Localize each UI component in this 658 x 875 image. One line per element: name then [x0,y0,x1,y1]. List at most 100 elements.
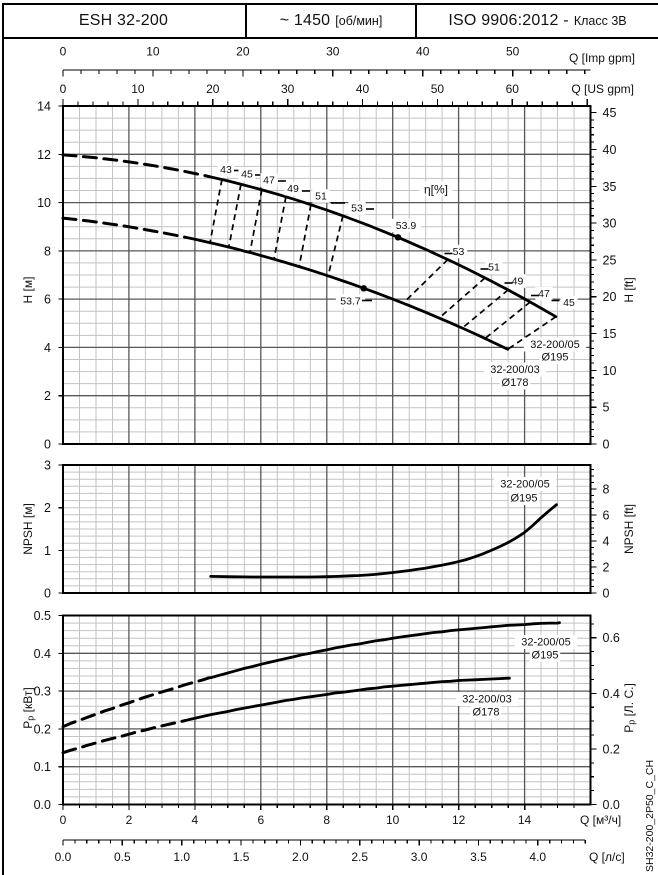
head-yleft-ticklabel: 14 [37,100,51,114]
annotation-Ø195: Ø195 [542,352,569,364]
annotation-box [455,692,519,706]
annotation-box [499,375,531,390]
title-block-model-cell: ESH 32-200 [2,5,245,37]
scale-us-ticklabel: 10 [131,82,145,96]
annotation-box [493,477,557,491]
head-yleft-ticklabel: 6 [44,293,51,307]
scale-m3h-ticklabel: 8 [323,813,330,827]
scale-imp-ticklabel: 40 [416,45,430,59]
annotation-box [514,635,578,649]
pp-yleft-ticklabel: 0.2 [34,722,51,736]
head-yleft-ticklabel: 0 [44,438,51,452]
scale-imp-ticklabel: 50 [506,45,520,59]
head-efficiency-line-45 [227,184,242,248]
pp-curve-32-200/03 Ø178 [183,676,511,722]
scale-ls-ticklabel: 0.5 [114,850,131,864]
annotation-box [391,218,421,233]
annotation-box [217,162,235,177]
scale-us-axis [62,99,591,107]
annotation-box [523,337,587,352]
head-efficiency-line-51 [298,204,312,267]
npsh-plot-frame [62,464,592,594]
scale-us-ticklabel: 60 [506,82,520,96]
annotation-45: 45 [241,169,253,181]
scale-us-ticklabel: 40 [356,82,370,96]
head-efficiency-line-53 [402,258,449,304]
npsh-curve-32-200/05 Ø195 [209,503,558,579]
head-yright-ticklabel: 35 [603,180,617,194]
title-block-speed-cell: ~ 1450 [об/мин] [245,5,417,37]
annotation-box [449,244,468,259]
annotation-32-200/05: 32-200/05 [500,479,550,491]
annotation-32-200/05: 32-200/05 [530,339,580,351]
head-efficiency-line-49 [273,196,287,260]
scale-us-ticklabel: 0 [60,82,67,96]
pp-yright-ticklabel: 0.0 [603,798,620,812]
npsh-yleft-ticklabel: 0 [44,587,51,601]
annotation-Ø195: Ø195 [532,650,559,662]
npsh-yleft-title: NPSH [м] [21,503,35,555]
scale-us-ticklabel: 30 [281,82,295,96]
npsh-yright-ticklabel: 4 [603,534,610,548]
annotation-box [529,648,561,662]
scale-m3h-unit: Q [м³/ч] [580,813,621,827]
scale-imp-ticklabel: 0 [60,45,67,59]
annotation-η[%]: η[%] [424,183,448,197]
head-yleft-title: H [м] [21,277,35,304]
head-bep-dot-53.7 [360,285,367,292]
scale-us-ticklabel: 20 [206,82,220,96]
scale-ls-ticklabel: 2.0 [292,850,309,864]
annotation-43: 43 [220,164,232,176]
scale-m3h-ticklabel: 10 [386,813,400,827]
pump-model: ESH 32-200 [78,11,169,29]
pp-yright-ticklabel: 0.4 [603,687,620,701]
scale-ls-ticklabel: 2.5 [351,850,368,864]
annotation-51: 51 [315,191,327,203]
head-yright-ticklabel: 0 [603,438,610,452]
annotation-32-200/03: 32-200/03 [490,364,540,376]
scale-ls-ticklabel: 3.5 [470,850,487,864]
head-yleft-ticklabel: 4 [44,341,51,355]
pp-yright-ticklabel: 0.2 [603,742,620,756]
page-border-left [2,3,4,875]
pp-yleft-ticklabel: 0.5 [34,609,51,623]
npsh-yleft-ticklabel: 2 [44,501,51,515]
scale-ls-ticklabel: 1.0 [173,850,190,864]
page-border-top [2,3,658,5]
pp-yright-ticklabel: 0.6 [603,631,620,645]
annotation-49: 49 [287,183,299,195]
annotation-box [483,362,547,377]
scale-ls-ticklabel: 1.5 [233,850,250,864]
annotation-box [535,286,553,301]
annotation-box [348,201,366,215]
pp-yleft-ticklabel: 0.0 [34,798,51,812]
pp-yleft-title: Pp [кВт] [21,687,36,728]
head-yright-ticklabel: 20 [603,290,617,304]
annotation-box [238,167,256,181]
annotation-box [284,181,302,196]
head-yright-ticklabel: 30 [603,217,617,231]
scale-imp-ticklabel: 30 [326,45,340,59]
test-standard: ISO 9906:2012 - [448,11,569,29]
pp-curve-32-200/05 Ø195 [207,621,561,680]
scale-ls-ticklabel: 4.0 [529,850,546,864]
pp-yright-title: Pp [Л. С.] [622,683,637,733]
annotation-45: 45 [563,297,575,309]
scale-ls-ticklabel: 0.0 [55,850,72,864]
annotation-box [335,294,366,308]
scale-ls-unit: Q [л/с] [589,850,625,864]
scale-m3h-ticklabel: 6 [257,813,264,827]
scale-ls-ticklabel: 3.0 [411,850,428,864]
test-standard-class: Класс 3В [573,13,627,28]
annotation-53.7: 53.7 [340,296,361,308]
npsh-yright-title: NPSH [ft] [622,504,636,554]
annotation-51: 51 [488,262,500,274]
scale-imp-axis [62,69,591,77]
title-block: ESH 32-200 ~ 1450 [об/мин] ISO 9906:2012… [2,5,658,37]
scale-m3h-ticklabel: 12 [452,813,466,827]
annotation-box [560,295,578,310]
head-yright-ticklabel: 45 [603,106,617,120]
scale-imp-unit: Q [Imp gpm] [569,51,635,65]
head-efficiency-line-43 [209,179,223,243]
